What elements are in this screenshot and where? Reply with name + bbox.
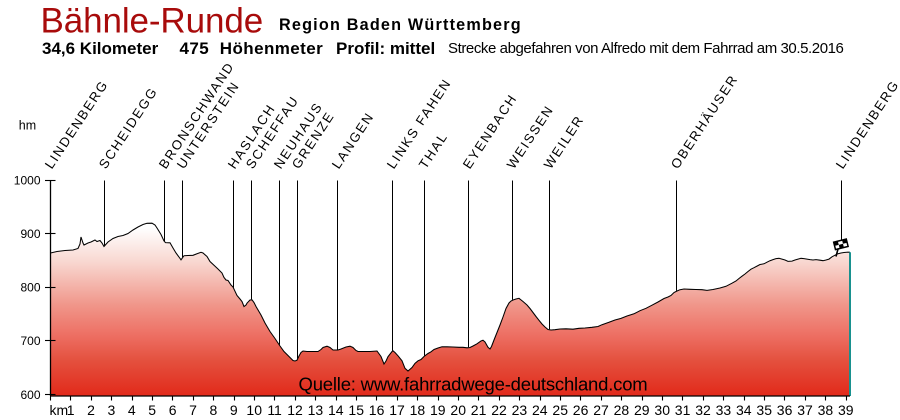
- svg-text:1000: 1000: [14, 173, 41, 187]
- svg-text:17: 17: [389, 402, 405, 418]
- svg-text:800: 800: [20, 281, 40, 295]
- svg-text:8: 8: [210, 402, 218, 418]
- svg-text:600: 600: [20, 388, 40, 402]
- svg-text:LINDENBERG: LINDENBERG: [833, 77, 900, 171]
- svg-text:16: 16: [369, 402, 385, 418]
- svg-text:4: 4: [128, 402, 136, 418]
- svg-text:SCHEIDEGG: SCHEIDEGG: [96, 84, 161, 171]
- svg-text:475 Höhenmeter: 475 Höhenmeter: [180, 39, 324, 58]
- svg-text:THAL: THAL: [416, 129, 451, 171]
- svg-text:12: 12: [287, 402, 303, 418]
- svg-text:9: 9: [230, 402, 238, 418]
- svg-text:5: 5: [148, 402, 156, 418]
- svg-text:6: 6: [169, 402, 177, 418]
- svg-text:35: 35: [756, 402, 772, 418]
- svg-text:25: 25: [552, 402, 568, 418]
- svg-text:Strecke abgefahren von Alfredo: Strecke abgefahren von Alfredo mit dem F…: [448, 40, 844, 57]
- svg-text:22: 22: [491, 402, 507, 418]
- svg-text:38: 38: [818, 402, 834, 418]
- svg-text:700: 700: [20, 334, 40, 348]
- svg-text:28: 28: [614, 402, 630, 418]
- svg-text:7: 7: [189, 402, 197, 418]
- svg-text:2: 2: [87, 402, 95, 418]
- svg-text:1: 1: [67, 402, 75, 418]
- svg-text:29: 29: [634, 402, 650, 418]
- svg-text:3: 3: [108, 402, 116, 418]
- svg-text:33: 33: [716, 402, 732, 418]
- svg-text:Profil: mittel: Profil: mittel: [336, 39, 435, 58]
- svg-text:23: 23: [512, 402, 528, 418]
- svg-text:900: 900: [20, 227, 40, 241]
- svg-text:30: 30: [654, 402, 670, 418]
- svg-text:Region Baden Württemberg: Region Baden Württemberg: [279, 16, 522, 34]
- svg-text:14: 14: [328, 402, 344, 418]
- svg-text:32: 32: [695, 402, 711, 418]
- svg-text:27: 27: [593, 402, 609, 418]
- svg-text:36: 36: [777, 402, 793, 418]
- svg-text:OBERHÄUSER: OBERHÄUSER: [668, 72, 741, 172]
- svg-text:10: 10: [246, 402, 262, 418]
- svg-text:20: 20: [450, 402, 466, 418]
- svg-text:39: 39: [838, 402, 854, 418]
- svg-text:11: 11: [267, 402, 282, 418]
- svg-text:37: 37: [797, 402, 813, 418]
- svg-text:24: 24: [532, 402, 548, 418]
- svg-text:34: 34: [736, 402, 752, 418]
- svg-text:Quelle: www.fahrradwege-deutsc: Quelle: www.fahrradwege-deutschland.com: [299, 374, 648, 395]
- svg-text:15: 15: [348, 402, 364, 418]
- svg-text:34,6 Kilometer: 34,6 Kilometer: [42, 39, 159, 58]
- svg-text:Bähnle-Runde: Bähnle-Runde: [41, 1, 264, 40]
- svg-text:13: 13: [308, 402, 324, 418]
- svg-text:31: 31: [675, 402, 691, 418]
- svg-text:19: 19: [430, 402, 446, 418]
- svg-text:21: 21: [471, 402, 487, 418]
- svg-text:26: 26: [573, 402, 589, 418]
- svg-text:km: km: [50, 402, 69, 418]
- svg-text:hm: hm: [19, 119, 36, 133]
- svg-text:18: 18: [410, 402, 426, 418]
